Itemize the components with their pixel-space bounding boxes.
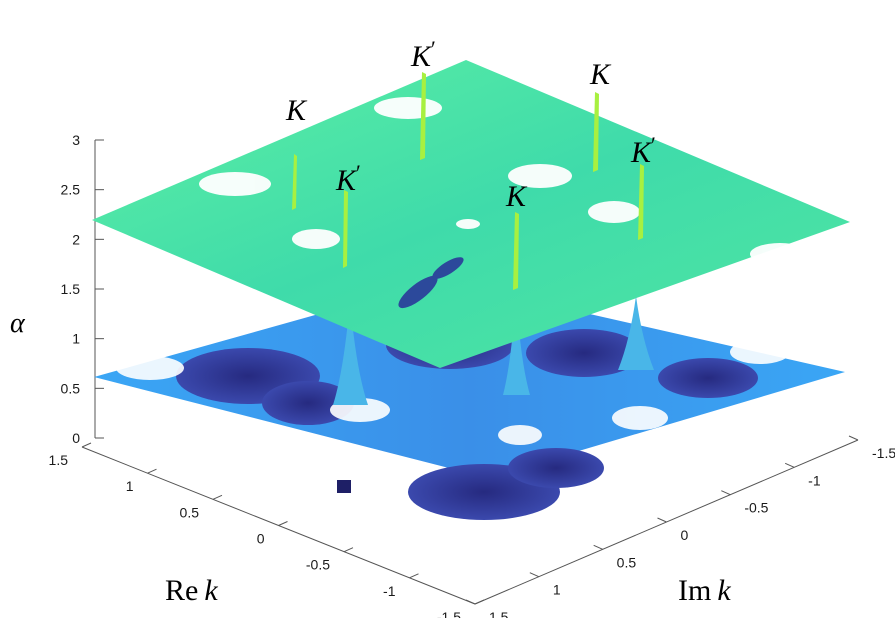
x-tick-label: 1.5	[49, 452, 69, 468]
y-tick-mark	[657, 517, 667, 523]
upper-hole	[588, 201, 640, 223]
y-tick-label: 0	[681, 527, 689, 543]
connecting-spikes	[333, 290, 654, 405]
spike-line	[343, 190, 348, 268]
y-tick-mark	[593, 544, 603, 550]
x-tick-label: -0.5	[306, 557, 330, 573]
k-point-label: K	[285, 94, 308, 127]
x-tick-label: -1.5	[437, 609, 461, 618]
x-tick-mark	[278, 521, 288, 526]
upper-surface	[92, 60, 850, 368]
z-tick-label: 1	[72, 331, 80, 347]
y-tick-label: -1.5	[872, 445, 895, 461]
z-tick-label: 2.5	[61, 182, 81, 198]
x-axis-label-prefix: Re	[165, 574, 198, 607]
y-tick-mark	[529, 572, 540, 578]
x-tick-mark	[212, 494, 223, 500]
lower-lobe	[508, 448, 604, 488]
z-tick-label: 0	[72, 430, 80, 446]
lower-hole	[730, 340, 790, 364]
spike-line	[292, 154, 297, 210]
x-tick-mark	[474, 599, 485, 605]
upper-hole	[456, 219, 480, 229]
x-tick-mark	[81, 442, 92, 448]
upper-hole	[508, 164, 572, 188]
y-tick-label: 1	[553, 582, 561, 598]
y-axis-label: Im k	[678, 574, 731, 607]
upper-dark-lobes	[398, 257, 464, 309]
lower-hole	[498, 425, 542, 445]
y-tick-mark	[465, 599, 476, 605]
lower-sheet	[94, 280, 845, 478]
x-axis-label-var: k	[204, 574, 218, 607]
z-tick-label: 0.5	[61, 380, 81, 396]
k-prime-point-label: K′	[335, 160, 361, 197]
x-tick-label: -1	[383, 583, 396, 599]
x-ticks: 1.5 1 0.5 0 -0.5 -1 -1.5	[49, 442, 485, 618]
k-point-label: K	[505, 180, 528, 213]
upper-hole	[750, 243, 810, 265]
spike	[618, 296, 654, 370]
y-tick-label: -1	[808, 472, 821, 488]
spike-line	[513, 212, 519, 290]
spike-line	[420, 72, 426, 160]
lower-lobe	[262, 381, 354, 425]
lower-hole	[612, 406, 668, 430]
y-tick-mark	[721, 490, 731, 496]
y-tick-label: 1.5	[489, 609, 509, 618]
lower-lobe	[658, 358, 758, 398]
x-tick-label: 1	[126, 478, 134, 494]
x-tick-mark	[409, 573, 419, 579]
spike-line	[593, 92, 599, 172]
spike	[333, 300, 368, 405]
spike-line	[638, 164, 644, 240]
spike	[503, 290, 530, 395]
k-point-labels: K K′ K K′ K K′	[285, 36, 656, 213]
y-axis-label-var: k	[717, 574, 731, 607]
z-ticks: 0 0.5 1 1.5 2 2.5 3	[61, 132, 104, 446]
y-tick-label: 0.5	[617, 554, 637, 570]
upper-hole	[199, 172, 271, 196]
y-tick-mark	[848, 435, 859, 441]
y-tick-label: -0.5	[744, 500, 768, 516]
upper-hole	[374, 97, 442, 119]
z-tick-label: 2	[72, 231, 80, 247]
x-tick-label: 0.5	[180, 504, 200, 520]
z-tick-label: 1.5	[61, 281, 81, 297]
k-point-label: K	[589, 58, 612, 91]
y-tick-mark	[784, 462, 795, 468]
x-tick-mark	[147, 468, 157, 474]
y-axis-label-prefix: Im	[678, 574, 711, 607]
z-tick-label: 3	[72, 132, 80, 148]
lower-dark-stub	[337, 480, 351, 493]
x-axis-label: Re k	[165, 574, 218, 607]
upper-lobe	[398, 275, 438, 309]
upper-lobe	[432, 257, 464, 279]
x-tick-label: 0	[257, 531, 265, 547]
upward-spikes	[292, 72, 644, 290]
k-prime-point-label: K′	[630, 132, 656, 169]
z-axis-label: α	[10, 308, 26, 339]
y-ticks: -1.5 -1 -0.5 0 0.5 1 1.5	[465, 435, 895, 618]
x-tick-mark	[343, 547, 354, 553]
upper-hole	[292, 229, 340, 249]
lower-lobe	[526, 329, 642, 377]
lower-hole	[116, 356, 184, 380]
k-prime-point-label: K′	[410, 36, 436, 73]
upper-sheet	[92, 60, 850, 368]
